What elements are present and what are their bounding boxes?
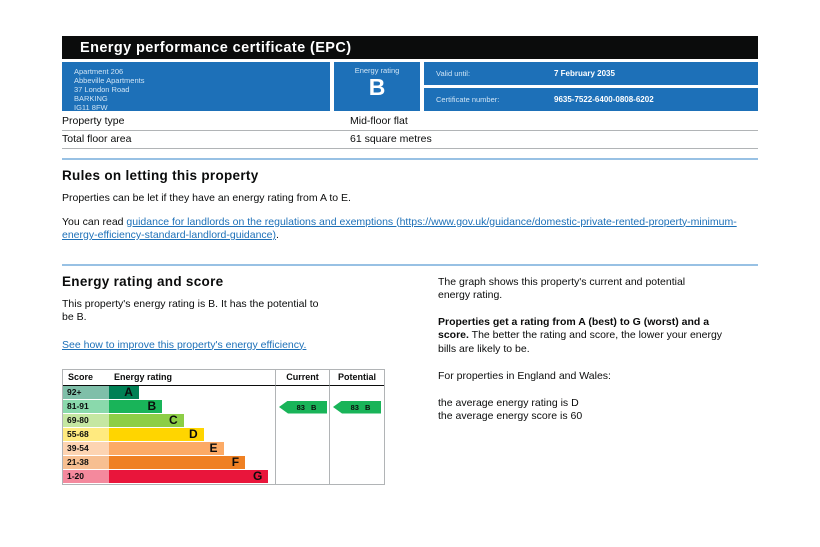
chart-band-row: C xyxy=(109,413,275,428)
chart-band-letter: C xyxy=(169,413,178,427)
england-wales-paragraph: For properties in England and Wales: xyxy=(438,370,611,382)
property-details-table: Property type Mid-floor flat Total floor… xyxy=(62,113,758,149)
address-line-3: 37 London Road xyxy=(74,85,130,94)
table-row: Property type Mid-floor flat xyxy=(62,113,758,131)
chart-score-range: 55-68 xyxy=(63,427,109,442)
address-line-4: BARKING xyxy=(74,94,108,103)
floor-area-value: 61 square metres xyxy=(350,133,432,145)
current-score: 83 xyxy=(296,402,305,412)
current-band: B xyxy=(310,402,317,412)
chart-band-row: F xyxy=(109,455,275,470)
chart-score-range: 1-20 xyxy=(63,469,109,484)
potential-score: 83 xyxy=(350,402,359,412)
chart-band-bar-c: C xyxy=(109,413,184,427)
epc-rating-graph: Score Energy rating Current Potential 83… xyxy=(62,368,385,485)
chart-band-letter: D xyxy=(188,427,198,441)
energy-rating-value: B xyxy=(368,74,386,100)
chart-band-bar-g: G xyxy=(109,469,269,483)
floor-area-label: Total floor area xyxy=(62,133,132,145)
potential-rating-arrow: 83 B xyxy=(333,400,381,414)
chart-band-letter: F xyxy=(231,455,240,469)
chart-band-row: D xyxy=(109,427,275,442)
valid-until-label: Valid until: xyxy=(436,69,471,78)
chart-band-bar-d: D xyxy=(109,427,204,441)
certificate-summary: Apartment 206 Abbeville Apartments 37 Lo… xyxy=(62,62,758,112)
chart-band-bar-a: A xyxy=(109,385,139,399)
chart-band-letter: G xyxy=(253,469,263,483)
section-divider xyxy=(62,158,758,160)
potential-band: B xyxy=(364,402,371,412)
landlord-guidance-link[interactable]: guidance for landlords on the regulation… xyxy=(62,215,737,242)
rating-right-column: The graph shows this property's current … xyxy=(438,266,758,485)
chart-band-row: B xyxy=(109,399,275,414)
chart-header-potential: Potential xyxy=(329,369,384,386)
certificate-number-label: Certificate number: xyxy=(436,95,500,104)
chart-score-range: 81-91 xyxy=(63,399,109,414)
letting-rules-paragraph: Properties can be let if they have an en… xyxy=(62,192,351,204)
energy-rating-section: Energy rating and score This property's … xyxy=(62,266,758,485)
average-rating-line: the average energy rating is D xyxy=(438,396,579,409)
graph-explanation-paragraph: The graph shows this property's current … xyxy=(438,275,686,302)
property-type-label: Property type xyxy=(62,115,125,127)
validity-box: Valid until: 7 February 2035 Certificate… xyxy=(424,62,758,111)
letting-rules-section: Rules on letting this property Propertie… xyxy=(62,168,758,243)
chart-potential-column: 83 B xyxy=(329,385,384,484)
chart-band-letter: A xyxy=(124,385,133,399)
table-row: Total floor area 61 square metres xyxy=(62,131,758,149)
chart-score-range: 39-54 xyxy=(63,441,109,456)
chart-header-score: Score xyxy=(63,370,109,386)
letting-rules-guidance-paragraph: You can read guidance for landlords on t… xyxy=(62,216,742,243)
address-line-1: Apartment 206 xyxy=(74,67,124,76)
guidance-prefix: You can read xyxy=(62,215,127,228)
chart-band-letter: B xyxy=(147,399,157,413)
chart-current-column: 83 B xyxy=(275,385,329,484)
address-line-2: Abbeville Apartments xyxy=(74,76,145,85)
rating-summary-paragraph: This property's energy rating is B. It h… xyxy=(62,297,319,324)
rating-section-heading: Energy rating and score xyxy=(62,273,224,289)
property-type-value: Mid-floor flat xyxy=(350,115,408,127)
certificate-title-bar: Energy performance certificate (EPC) xyxy=(62,36,758,59)
certificate-number-row: Certificate number: 9635-7522-6400-0808-… xyxy=(424,88,758,111)
chart-band-bar-f: F xyxy=(109,455,246,469)
section-divider xyxy=(62,263,758,266)
chart-band-letter: E xyxy=(209,441,218,455)
chart-score-range: 69-80 xyxy=(63,413,109,428)
average-score-line: the average energy score is 60 xyxy=(438,410,583,422)
chart-score-range: 92+ xyxy=(63,385,109,400)
chart-band-row: E xyxy=(109,441,275,456)
valid-until-value: 7 February 2035 xyxy=(554,69,615,78)
current-rating-arrow: 83 B xyxy=(279,400,327,414)
page-title: Energy performance certificate (EPC) xyxy=(80,39,352,56)
chart-band-row: G xyxy=(109,469,275,484)
improve-efficiency-link[interactable]: See how to improve this property's energ… xyxy=(62,338,307,351)
rating-left-column: Energy rating and score This property's … xyxy=(62,266,438,485)
valid-until-row: Valid until: 7 February 2035 xyxy=(424,62,758,85)
average-figures: the average energy rating is D the avera… xyxy=(438,397,758,424)
letting-rules-heading: Rules on letting this property xyxy=(62,168,259,183)
guidance-suffix: . xyxy=(276,229,279,241)
chart-band-bar-e: E xyxy=(109,441,224,455)
chart-header-energy-rating: Energy rating xyxy=(109,370,275,386)
rating-scale-paragraph: Properties get a rating from A (best) to… xyxy=(438,316,738,357)
address-line-5: IG11 8FW xyxy=(74,103,108,112)
chart-band-bar-b: B xyxy=(109,399,163,413)
rating-scale-bold: Properties get a rating from A (best) to… xyxy=(438,315,710,342)
chart-band-row: A xyxy=(109,385,275,400)
energy-rating-box: Energy rating B xyxy=(334,62,420,111)
rating-scale-rest: The better the rating and score, the low… xyxy=(438,329,723,355)
energy-rating-label: Energy rating xyxy=(354,66,400,75)
chart-score-range: 21-38 xyxy=(63,455,109,470)
certificate-number-value: 9635-7522-6400-0808-6202 xyxy=(554,95,654,104)
chart-header-current: Current xyxy=(275,369,329,386)
property-address-box: Apartment 206 Abbeville Apartments 37 Lo… xyxy=(62,62,330,112)
